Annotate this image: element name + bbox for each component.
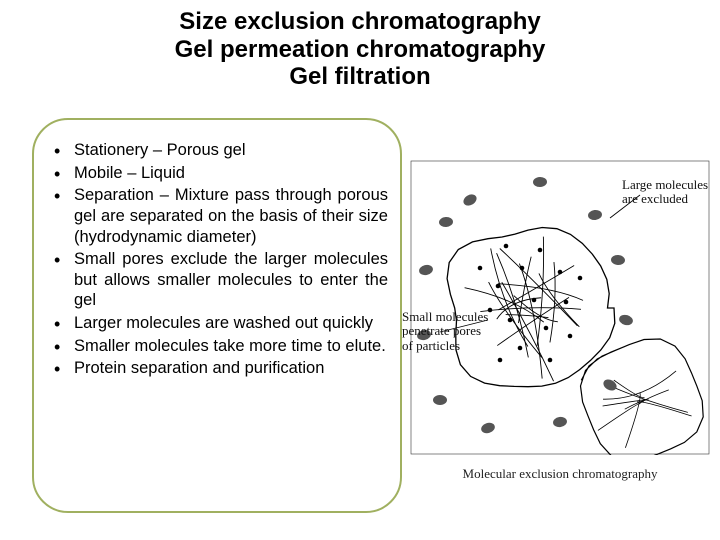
figure-caption: Molecular exclusion chromatography: [410, 466, 710, 482]
list-item: Larger molecules are washed out quickly: [48, 313, 388, 334]
title-line-2: Gel permeation chromatography: [0, 36, 720, 64]
content-rounded-box: Stationery – Porous gel Mobile – Liquid …: [32, 118, 402, 513]
list-item: Small pores exclude the larger molecules…: [48, 249, 388, 311]
title-line-3: Gel filtration: [0, 63, 720, 91]
list-item: Separation – Mixture pass through porous…: [48, 185, 388, 247]
list-item: Mobile – Liquid: [48, 163, 388, 184]
list-item: Protein separation and purification: [48, 358, 388, 379]
list-item: Stationery – Porous gel: [48, 140, 388, 161]
list-item: Smaller molecules take more time to elut…: [48, 336, 388, 357]
title-line-1: Size exclusion chromatography: [0, 8, 720, 36]
label-small-molecules: Small moleculespenetrate poresof particl…: [402, 310, 488, 353]
label-large-molecules: Large moleculesare excluded: [622, 178, 708, 207]
slide-title: Size exclusion chromatography Gel permea…: [0, 0, 720, 91]
bullet-list: Stationery – Porous gel Mobile – Liquid …: [48, 140, 388, 379]
figure-diagram: Molecular exclusion chromatography Large…: [410, 160, 710, 490]
